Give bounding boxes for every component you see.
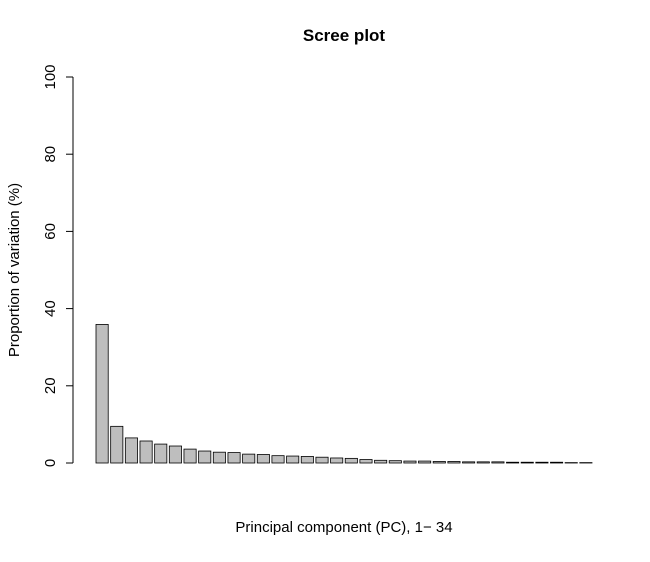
bar bbox=[521, 462, 533, 463]
bar bbox=[140, 441, 152, 463]
bar bbox=[506, 462, 518, 463]
bar bbox=[316, 457, 328, 463]
bar bbox=[360, 460, 372, 463]
bar bbox=[228, 453, 240, 463]
bar bbox=[404, 461, 416, 463]
y-tick-label: 80 bbox=[42, 146, 59, 163]
bar bbox=[257, 455, 269, 463]
bar bbox=[550, 462, 562, 463]
y-axis-label: Proportion of variation (%) bbox=[6, 183, 23, 357]
bar bbox=[448, 461, 460, 463]
bar bbox=[433, 461, 445, 463]
bar bbox=[272, 456, 284, 463]
x-axis-label: Principal component (PC), 1− 34 bbox=[235, 519, 452, 536]
bar bbox=[301, 456, 313, 463]
bar bbox=[419, 461, 431, 463]
y-tick-label: 100 bbox=[42, 64, 59, 89]
bar bbox=[463, 462, 475, 463]
bar bbox=[199, 451, 211, 463]
bar bbox=[184, 449, 196, 463]
bar bbox=[213, 452, 225, 463]
bar bbox=[96, 324, 108, 463]
bar bbox=[169, 446, 181, 463]
bar bbox=[155, 444, 167, 463]
bar bbox=[375, 460, 387, 463]
y-tick-label: 20 bbox=[42, 377, 59, 394]
bar bbox=[287, 456, 299, 463]
bar bbox=[477, 462, 489, 463]
y-tick-label: 0 bbox=[42, 459, 59, 467]
bar bbox=[125, 438, 137, 463]
bar bbox=[111, 426, 123, 463]
chart-title: Scree plot bbox=[303, 26, 386, 45]
bar bbox=[345, 458, 357, 463]
bar bbox=[492, 462, 504, 463]
y-tick-label: 40 bbox=[42, 300, 59, 317]
bar bbox=[243, 454, 255, 463]
bar bbox=[389, 461, 401, 463]
bar bbox=[536, 462, 548, 463]
y-tick-label: 60 bbox=[42, 223, 59, 240]
bar bbox=[331, 458, 343, 463]
